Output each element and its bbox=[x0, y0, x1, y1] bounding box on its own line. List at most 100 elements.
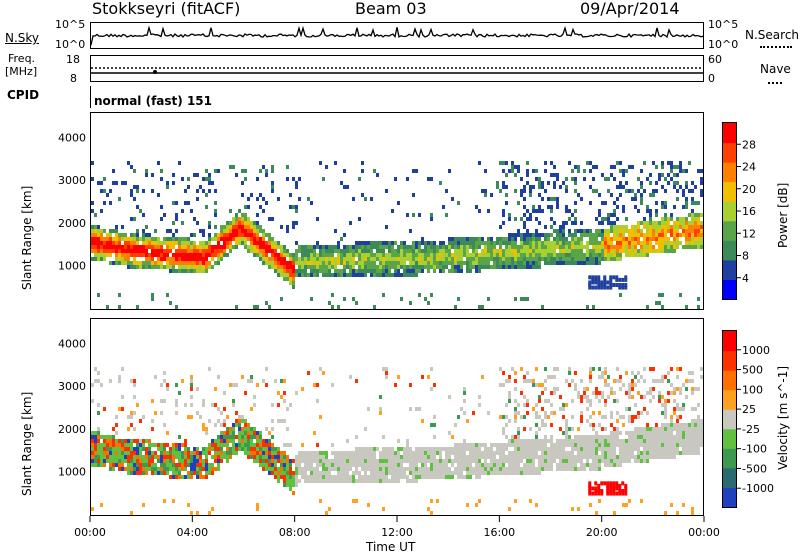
echo-cell bbox=[103, 237, 106, 241]
echo-cell bbox=[295, 463, 298, 467]
echo-cell bbox=[547, 455, 550, 459]
echo-cell bbox=[514, 265, 517, 269]
echo-cell bbox=[589, 435, 592, 439]
echo-cell bbox=[448, 245, 451, 249]
echo-cell bbox=[643, 459, 646, 463]
echo-cell bbox=[139, 443, 142, 447]
echo-cell bbox=[121, 459, 124, 463]
echo-cell bbox=[478, 499, 481, 503]
echo-cell bbox=[490, 471, 493, 475]
echo-cell bbox=[562, 459, 565, 463]
echo-cell bbox=[499, 467, 502, 471]
echo-cell bbox=[148, 233, 151, 237]
echo-cell bbox=[619, 229, 622, 233]
echo-cell bbox=[664, 205, 667, 209]
echo-cell bbox=[181, 253, 184, 257]
echo-cell bbox=[277, 273, 280, 277]
echo-cell bbox=[517, 165, 520, 169]
echo-cell bbox=[610, 387, 613, 391]
echo-cell bbox=[235, 451, 238, 455]
echo-cell bbox=[463, 447, 466, 451]
echo-cell bbox=[583, 261, 586, 265]
echo-cell bbox=[262, 463, 265, 467]
echo-cell bbox=[541, 241, 544, 245]
echo-cell bbox=[568, 209, 571, 213]
echo-cell bbox=[340, 475, 343, 479]
echo-cell bbox=[535, 245, 538, 249]
echo-cell bbox=[649, 173, 652, 177]
echo-cell bbox=[451, 261, 454, 265]
echo-cell bbox=[502, 213, 505, 217]
echo-cell bbox=[268, 447, 271, 451]
echo-cell bbox=[553, 197, 556, 201]
echo-cell bbox=[541, 459, 544, 463]
echo-cell bbox=[151, 249, 154, 253]
echo-cell bbox=[532, 169, 535, 173]
echo-cell bbox=[133, 383, 136, 387]
echo-cell bbox=[406, 177, 409, 181]
echo-cell bbox=[151, 173, 154, 177]
echo-cell bbox=[172, 241, 175, 245]
echo-cell bbox=[112, 261, 115, 265]
echo-cell bbox=[220, 253, 223, 257]
echo-cell bbox=[594, 486, 598, 491]
echo-cell bbox=[199, 459, 202, 463]
echo-cell bbox=[634, 427, 637, 431]
echo-cell bbox=[400, 297, 403, 301]
echo-cell bbox=[604, 245, 607, 249]
echo-cell bbox=[373, 467, 376, 471]
echo-cell bbox=[577, 459, 580, 463]
echo-cell bbox=[184, 447, 187, 451]
echo-cell bbox=[319, 265, 322, 269]
echo-cell bbox=[124, 261, 127, 265]
echo-cell bbox=[529, 185, 532, 189]
echo-cell bbox=[532, 209, 535, 213]
echo-cell bbox=[250, 407, 253, 411]
echo-cell bbox=[94, 229, 97, 233]
echo-cell bbox=[283, 273, 286, 277]
echo-cell bbox=[691, 181, 694, 185]
echo-cell bbox=[184, 189, 187, 193]
echo-cell bbox=[451, 451, 454, 455]
echo-cell bbox=[553, 367, 556, 371]
echo-cell bbox=[133, 249, 136, 253]
echo-cell bbox=[355, 447, 358, 451]
echo-cell bbox=[286, 475, 289, 479]
echo-cell bbox=[355, 301, 358, 305]
echo-cell bbox=[289, 463, 292, 467]
echo-cell bbox=[166, 181, 169, 185]
echo-cell bbox=[481, 305, 484, 309]
echo-cell bbox=[577, 261, 580, 265]
echo-cell bbox=[256, 177, 259, 181]
echo-cell bbox=[94, 237, 97, 241]
echo-cell bbox=[337, 459, 340, 463]
echo-cell bbox=[460, 257, 463, 261]
echo-cell bbox=[193, 173, 196, 177]
echo-cell bbox=[484, 463, 487, 467]
echo-cell bbox=[433, 265, 436, 269]
echo-cell bbox=[247, 225, 250, 229]
echo-cell bbox=[397, 201, 400, 205]
echo-cell bbox=[160, 169, 163, 173]
echo-cell bbox=[265, 451, 268, 455]
echo-cell bbox=[547, 261, 550, 265]
echo-cell bbox=[412, 479, 415, 483]
echo-cell bbox=[94, 367, 97, 371]
echo-cell bbox=[544, 161, 547, 165]
echo-cell bbox=[591, 275, 595, 280]
echo-cell bbox=[624, 283, 628, 288]
echo-cell bbox=[589, 443, 592, 447]
echo-cell bbox=[685, 197, 688, 201]
echo-cell bbox=[502, 181, 505, 185]
echo-cell bbox=[481, 261, 484, 265]
echo-cell bbox=[172, 253, 175, 257]
echo-cell bbox=[157, 447, 160, 451]
echo-cell bbox=[262, 257, 265, 261]
echo-cell bbox=[526, 257, 529, 261]
echo-cell bbox=[618, 489, 622, 494]
echo-cell bbox=[274, 261, 277, 265]
echo-cell bbox=[661, 423, 664, 427]
echo-cell bbox=[115, 463, 118, 467]
echo-cell bbox=[253, 459, 256, 463]
echo-cell bbox=[409, 261, 412, 265]
